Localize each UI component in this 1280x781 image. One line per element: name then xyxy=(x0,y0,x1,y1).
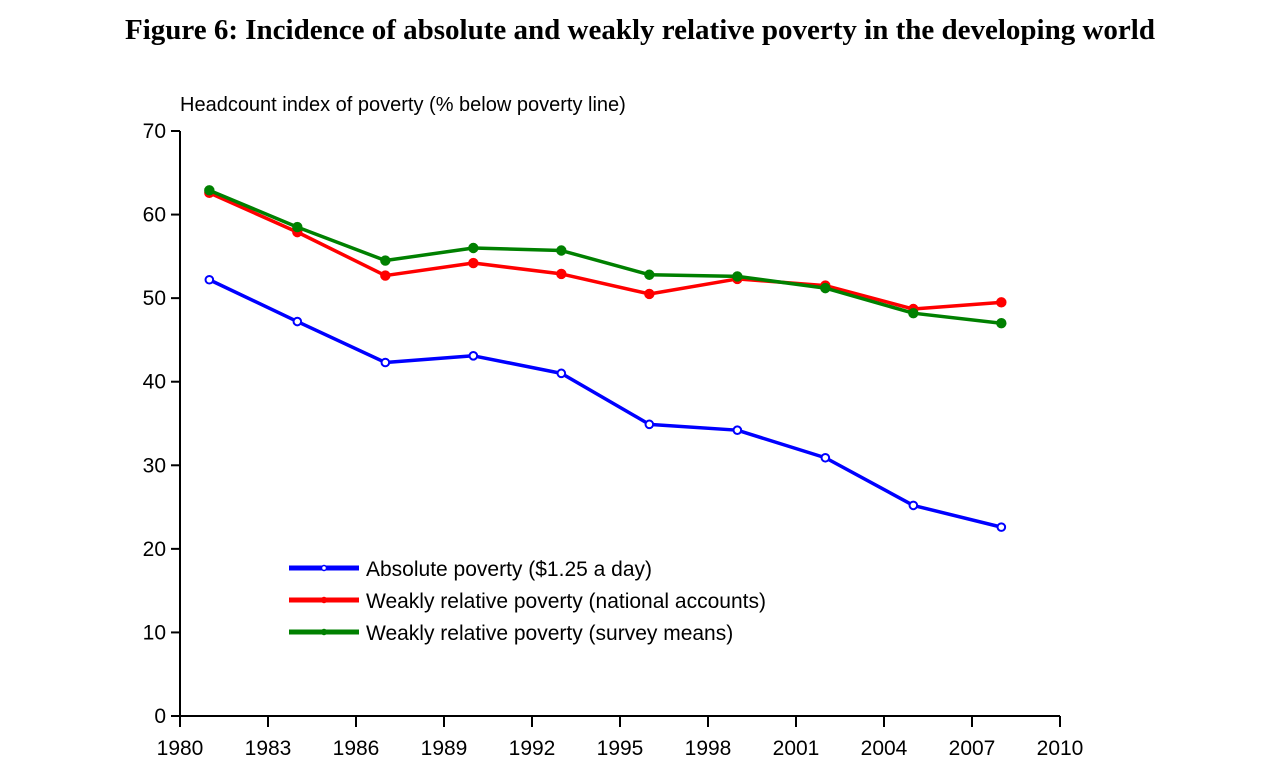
data-point xyxy=(996,297,1007,308)
legend-label: Weakly relative poverty (survey means) xyxy=(366,622,733,645)
data-point xyxy=(908,307,919,319)
figure-title: Figure 6: Incidence of absolute and weak… xyxy=(124,14,1155,46)
y-axis-label: Headcount index of poverty (% below pove… xyxy=(180,94,626,116)
data-point xyxy=(556,368,567,379)
series-2 xyxy=(204,185,1007,329)
x-tick-label: 1995 xyxy=(597,737,644,760)
y-tick-label: 40 xyxy=(143,371,166,394)
legend-item: Weakly relative poverty (survey means) xyxy=(289,622,733,645)
series-0 xyxy=(204,274,1007,532)
x-tick-label: 1980 xyxy=(157,737,204,760)
x-tick-label: 1986 xyxy=(333,737,380,760)
data-point xyxy=(468,351,479,361)
data-point xyxy=(468,257,479,269)
y-tick-label: 70 xyxy=(143,120,166,143)
data-point xyxy=(556,245,567,256)
x-tick-label: 2004 xyxy=(861,737,908,760)
legend: Absolute poverty ($1.25 a day) Weakly rel… xyxy=(289,558,766,645)
legend-marker xyxy=(320,628,328,636)
series-1 xyxy=(204,187,1007,315)
data-point xyxy=(644,269,655,280)
data-point xyxy=(996,522,1007,532)
series-line xyxy=(208,278,1002,529)
data-point xyxy=(732,425,743,435)
data-point xyxy=(732,271,743,282)
data-point xyxy=(204,185,215,196)
y-tick-label: 0 xyxy=(154,705,166,728)
data-point xyxy=(380,255,391,266)
legend-marker xyxy=(320,596,328,604)
x-tick-label: 2010 xyxy=(1037,737,1084,760)
data-point xyxy=(468,242,479,254)
x-tick-label: 1983 xyxy=(245,737,292,760)
data-point xyxy=(292,221,303,233)
y-tick-label: 20 xyxy=(143,538,166,561)
data-point xyxy=(380,357,391,368)
data-point xyxy=(644,288,655,300)
x-tick-label: 2001 xyxy=(773,737,820,760)
data-point xyxy=(380,270,391,281)
data-point xyxy=(820,282,831,294)
data-point xyxy=(204,274,215,285)
data-point xyxy=(996,318,1007,329)
y-tick-label: 60 xyxy=(143,204,166,227)
y-tick-label: 10 xyxy=(143,621,166,644)
series-line xyxy=(208,188,1002,325)
legend-marker xyxy=(320,564,328,572)
data-point xyxy=(820,452,831,463)
series-layer xyxy=(204,185,1007,532)
data-point xyxy=(556,268,567,280)
legend-label: Absolute poverty ($1.25 a day) xyxy=(366,558,652,581)
series-line xyxy=(208,191,1002,311)
legend-item: Absolute poverty ($1.25 a day) xyxy=(289,558,652,581)
x-tick-label: 1989 xyxy=(421,737,468,760)
data-point xyxy=(908,500,919,511)
legend-label: Weakly relative poverty (national accoun… xyxy=(366,590,766,613)
legend-item: Weakly relative poverty (national accoun… xyxy=(289,590,766,613)
x-tick-label: 1992 xyxy=(509,737,556,760)
data-point xyxy=(292,316,303,327)
y-tick-label: 30 xyxy=(143,454,166,477)
x-tick-label: 2007 xyxy=(949,737,996,760)
data-point xyxy=(644,419,655,430)
axes: 0 10 20 30 40 50 60 70 1980 1983 1986 1989 1992 1995 1… xyxy=(143,120,1084,760)
y-tick-label: 50 xyxy=(143,287,166,310)
x-tick-label: 1998 xyxy=(685,737,732,760)
